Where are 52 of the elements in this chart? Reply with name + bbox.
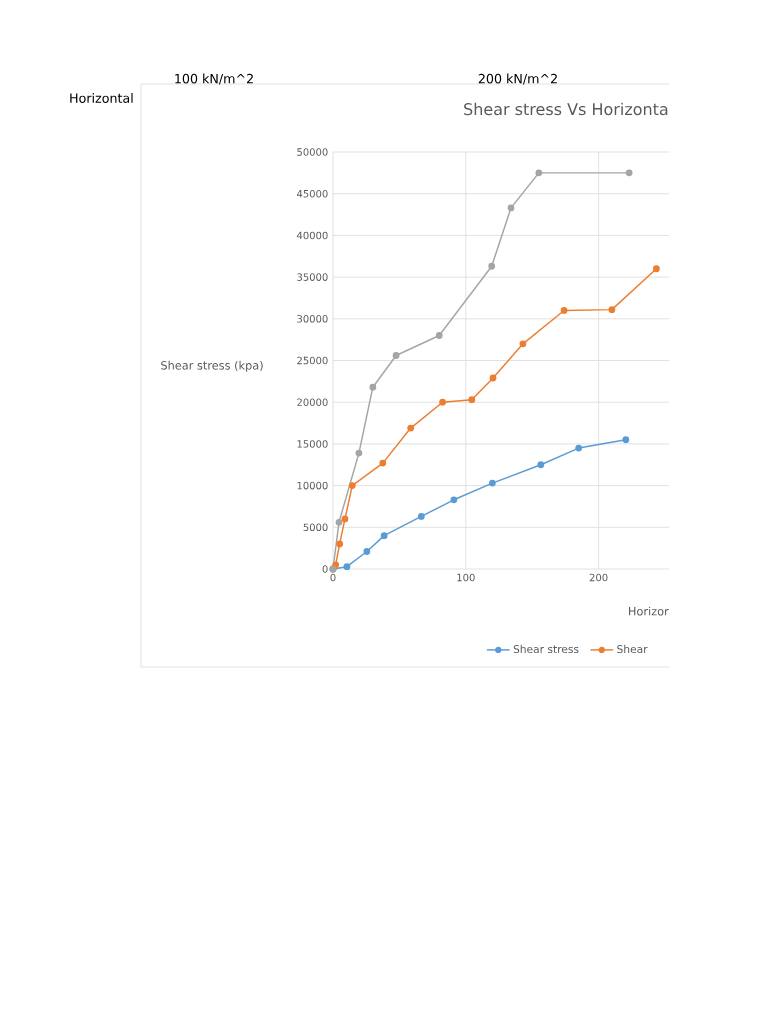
y-tick-label: 25000 (297, 356, 328, 365)
point (417, 513, 425, 520)
point (468, 396, 476, 404)
point (379, 459, 387, 467)
point (622, 436, 630, 444)
text: Horizontal (70, 93, 133, 103)
text: 200 kN/m^2 (478, 73, 557, 85)
point (652, 265, 660, 273)
y-axis-title: Shear stress (kpa) (161, 360, 263, 372)
y-tick-label: 10000 (297, 481, 328, 490)
point (489, 374, 497, 382)
x-tick-label: 100 (457, 573, 475, 582)
point (535, 169, 543, 177)
point (560, 307, 568, 314)
point (363, 548, 371, 555)
point (439, 398, 446, 406)
point (380, 532, 388, 540)
point (343, 563, 351, 571)
point (488, 262, 496, 270)
point (407, 424, 415, 432)
point (537, 461, 545, 469)
point (335, 518, 343, 526)
x-tick-label: 200 (589, 573, 608, 582)
point (450, 496, 458, 504)
point (336, 540, 344, 548)
y-tick-label: 20000 (297, 398, 328, 406)
x-tick-label: 0 (330, 573, 336, 582)
point (369, 383, 377, 391)
point (575, 444, 583, 452)
y-tick-label: 30000 (297, 315, 328, 323)
y-tick-label: 50000 (297, 148, 328, 156)
x-axis-title: Horizor (629, 606, 669, 616)
point (435, 332, 443, 339)
chart-title: Shear stress Vs Horizonta (464, 102, 668, 116)
legend-label: Shear (617, 644, 648, 654)
y-tick-label: 0 (322, 565, 328, 573)
text: 100 kN/m^2 (175, 73, 253, 85)
point (341, 515, 349, 523)
point (348, 482, 356, 490)
point (355, 449, 363, 457)
y-tick-label: 45000 (296, 189, 328, 198)
y-tick-label: 35000 (297, 273, 328, 281)
point (507, 204, 515, 212)
y-tick-label: 5000 (303, 523, 328, 532)
point (519, 340, 527, 348)
y-tick-label: 40000 (296, 231, 328, 240)
point (608, 306, 616, 314)
legend-label: Shear stress (513, 644, 579, 654)
point (488, 479, 496, 487)
point (625, 169, 633, 177)
y-tick-label: 15000 (297, 440, 328, 448)
point (392, 352, 400, 359)
